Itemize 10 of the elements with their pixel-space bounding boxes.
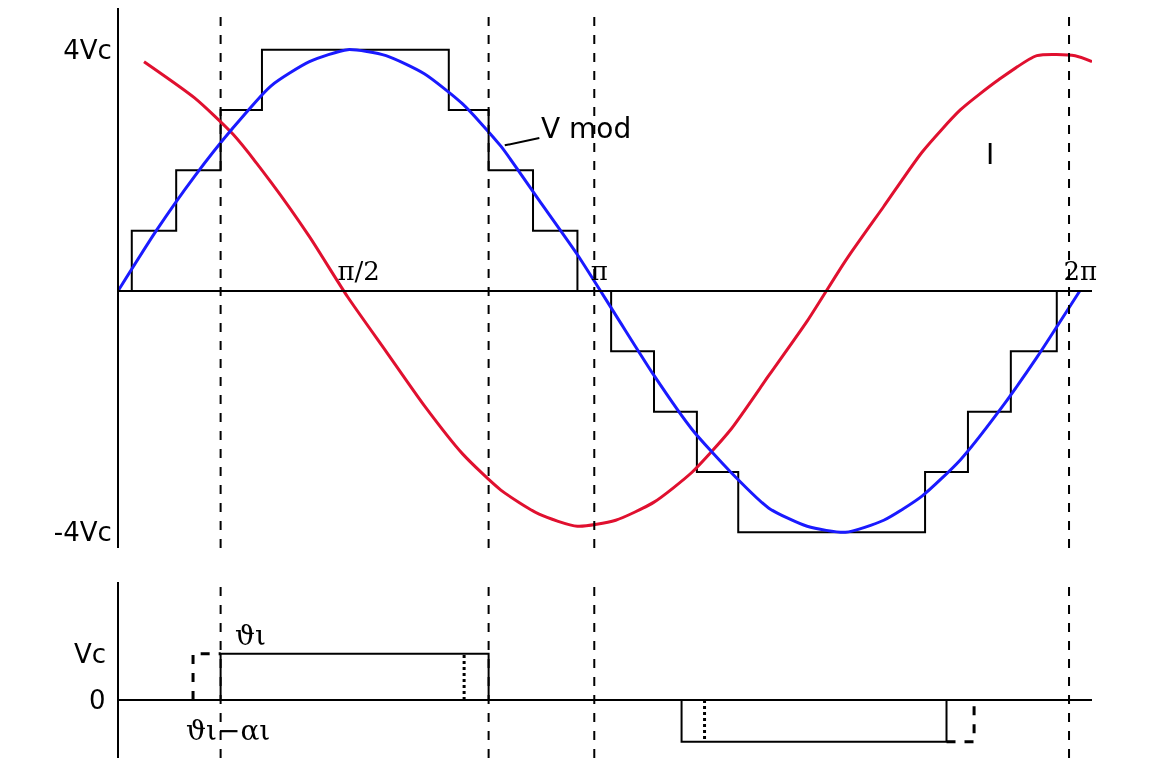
annotation: ϑι−αι <box>186 714 271 747</box>
annotation: ϑι <box>235 619 266 652</box>
text: 0 <box>89 685 106 715</box>
x-tick-label: π/2 <box>337 255 380 286</box>
series-label: V mod <box>541 112 632 145</box>
x-tick-label: 2π <box>1063 255 1098 286</box>
y-tick-label: 4Vc <box>63 34 112 65</box>
series-label: I <box>986 138 995 171</box>
text: Vc <box>74 639 107 669</box>
y-tick-label: -4Vc <box>53 517 112 548</box>
